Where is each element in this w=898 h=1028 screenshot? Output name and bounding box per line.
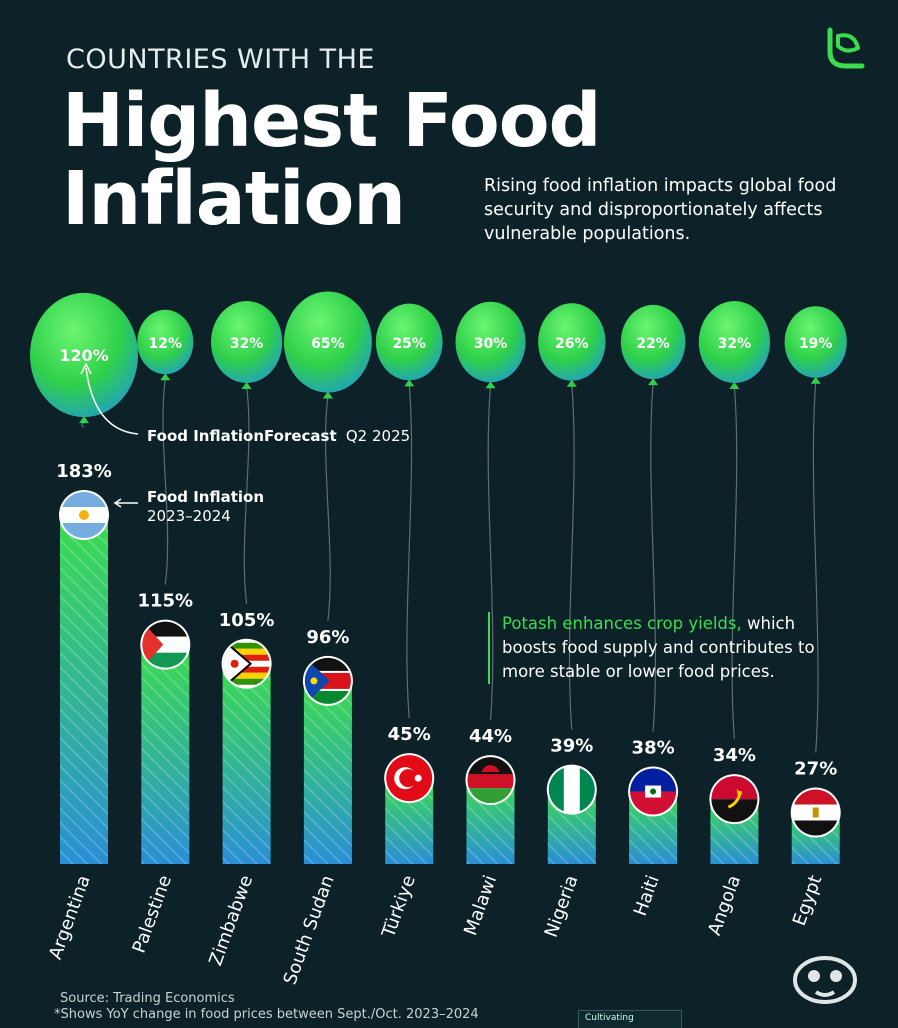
value-label-zimbabwe: 105% [219, 610, 275, 631]
forecast-label-egypt: 19% [799, 336, 833, 352]
forecast-label-malawi: 30% [474, 336, 508, 352]
forecast-annotation-period: Q2 2025 [346, 427, 410, 445]
forecast-label-south-sudan: 65% [311, 336, 345, 352]
value-label-nigeria: 39% [550, 736, 593, 757]
category-label-malawi: Malawi [460, 873, 501, 939]
brand-stamp: Cultivating [578, 1010, 682, 1028]
title-line-2: Inflation [62, 156, 406, 242]
flag-nigeria-icon [546, 764, 597, 815]
callout-text: which boosts food supply and contributes… [502, 614, 815, 681]
brand-mascot-icon [793, 956, 857, 1004]
flag-malawi-icon [465, 755, 516, 806]
flag-haiti-icon [628, 766, 679, 817]
category-label-palestine: Palestine [129, 873, 176, 956]
balloon-string-turkiye [406, 384, 413, 719]
value-label-haiti: 38% [632, 738, 675, 759]
forecast-balloon-south-sudan: 65% [283, 291, 372, 399]
flag-zimbabwe-icon [221, 638, 272, 689]
flag-angola-icon [709, 774, 760, 825]
flag-palestine-icon [140, 619, 191, 670]
balloon-string-zimbabwe [243, 386, 250, 604]
page-title: Highest Food Inflation [62, 78, 602, 242]
callout-highlight: Potash enhances crop yields, [502, 614, 742, 633]
forecast-balloon-angola: 32% [698, 301, 771, 389]
potash-callout: Potash enhances crop yields, which boost… [488, 612, 842, 684]
forecast-label-zimbabwe: 32% [230, 336, 264, 352]
current-annotation-label: Food Inflation [147, 488, 264, 506]
balloon-string-palestine [162, 378, 169, 585]
category-label-haiti: Haiti [630, 873, 664, 919]
forecast-balloon-palestine: 12% [137, 309, 194, 381]
flag-south-sudan-icon [302, 655, 353, 706]
flag-argentina-icon [59, 490, 109, 540]
forecast-balloon-egypt: 19% [784, 306, 847, 384]
category-label-argentina: Argentina [45, 873, 95, 963]
balloon-string-egypt [812, 381, 819, 753]
category-label-nigeria: Nigeria [541, 873, 583, 941]
forecast-label-turkiye: 25% [392, 336, 426, 352]
footnote-text: *Shows YoY change in food prices between… [54, 1007, 479, 1022]
forecast-balloon-haiti: 22% [620, 304, 686, 386]
value-label-south-sudan: 96% [306, 627, 349, 648]
current-annotation-period: 2023–2024 [147, 507, 231, 525]
value-label-turkiye: 45% [388, 724, 431, 745]
subtitle: Rising food inflation impacts global foo… [484, 176, 837, 244]
forecast-balloon-zimbabwe: 32% [210, 301, 283, 389]
brand-logo-icon [827, 27, 865, 69]
category-label-zimbabwe: Zimbabwe [205, 873, 257, 969]
forecast-label-argentina: 120% [59, 346, 108, 365]
current-pointer-arrowhead [113, 498, 122, 508]
flag-egypt-icon [790, 787, 841, 838]
balloon-string-haiti [650, 383, 657, 732]
forecast-pointer-arrow [85, 367, 139, 435]
forecast-annotation-label: Food InflationForecast [147, 427, 337, 445]
balloon-string-south-sudan [325, 396, 331, 621]
flag-turkiye-icon [384, 753, 435, 804]
source-text: Source: Trading Economics [60, 991, 235, 1006]
forecast-pointer-arrowhead [80, 362, 92, 375]
value-label-palestine: 115% [137, 591, 193, 612]
bar-argentina [60, 515, 108, 864]
bar-zimbabwe [222, 663, 271, 864]
value-label-egypt: 27% [794, 759, 837, 780]
svg-text:Food InflationForecast: Food InflationForecast Q2 2025 [147, 427, 410, 445]
forecast-label-palestine: 12% [149, 336, 183, 352]
value-label-angola: 34% [713, 745, 756, 766]
forecast-balloon-malawi: 30% [455, 301, 526, 389]
balloon-string-nigeria [568, 384, 575, 730]
forecast-label-angola: 32% [718, 336, 752, 352]
balloon-string-malawi [487, 386, 494, 721]
title-line-1: Highest Food [62, 78, 602, 164]
bar-palestine [141, 644, 190, 864]
forecast-label-haiti: 22% [636, 336, 670, 352]
bar-south-sudan [303, 680, 352, 864]
forecast-label-nigeria: 26% [555, 336, 589, 352]
kicker-text: COUNTRIES WITH THE [66, 44, 375, 75]
balloon-string-angola [731, 386, 738, 740]
forecast-balloon-nigeria: 26% [538, 303, 606, 387]
category-label-egypt: Egypt [789, 873, 826, 929]
value-label-argentina: 183% [56, 461, 112, 482]
category-label-angola: Angola [704, 873, 745, 939]
forecast-balloon-turkiye: 25% [375, 303, 443, 387]
category-label-south-sudan: South Sudan [280, 873, 339, 988]
forecast-balloon-argentina: 120% [30, 292, 138, 424]
value-label-malawi: 44% [469, 726, 512, 747]
category-label-turkiye: Türkiye [378, 873, 420, 942]
